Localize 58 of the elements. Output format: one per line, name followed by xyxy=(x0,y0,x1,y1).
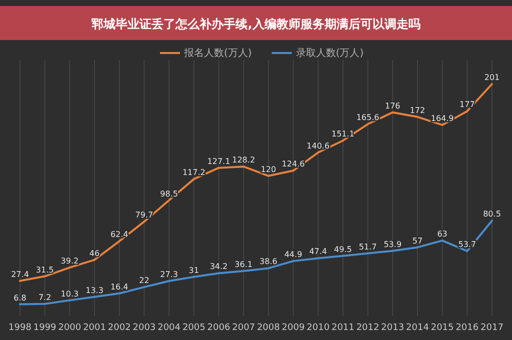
data-label: 127.1 xyxy=(207,156,230,166)
x-tick-label: 2003 xyxy=(132,323,156,333)
data-label: 47.4 xyxy=(309,247,328,256)
x-tick-label: 2010 xyxy=(306,323,330,333)
data-label: 10.3 xyxy=(60,289,79,298)
data-label: 36.1 xyxy=(234,260,252,270)
data-label: 39.2 xyxy=(60,256,79,266)
data-label: 172 xyxy=(410,106,426,115)
data-label: 164.9 xyxy=(430,114,454,123)
x-tick-label: 2004 xyxy=(158,323,181,333)
data-label: 63 xyxy=(437,230,448,239)
legend-label: 报名人数(万人) xyxy=(183,47,252,59)
data-label: 31 xyxy=(188,266,199,275)
data-label: 165.6 xyxy=(356,113,380,122)
x-tick-label: 2017 xyxy=(480,323,504,333)
data-label: 6.8 xyxy=(14,293,26,302)
x-tick-label: 2007 xyxy=(232,323,256,333)
data-label: 16.4 xyxy=(110,282,128,292)
x-tick-label: 2008 xyxy=(256,323,280,333)
data-label: 27.4 xyxy=(11,270,29,279)
x-tick-label: 2002 xyxy=(108,323,131,333)
legend-label: 录取人数(万人) xyxy=(296,48,364,59)
data-label: 31.5 xyxy=(36,265,54,274)
data-label: 34.2 xyxy=(210,262,228,272)
x-tick-label: 1998 xyxy=(8,323,32,333)
data-label: 80.5 xyxy=(483,210,501,219)
data-label: 22 xyxy=(139,276,150,286)
x-tick-label: 2009 xyxy=(282,323,305,333)
data-label: 38.6 xyxy=(260,257,278,266)
data-label: 46 xyxy=(89,248,100,258)
x-tick-label: 2012 xyxy=(356,323,380,333)
x-tick-label: 2015 xyxy=(430,323,454,333)
x-tick-label: 1999 xyxy=(33,323,57,333)
x-tick-label: 2016 xyxy=(456,323,479,333)
data-label: 53.9 xyxy=(384,240,402,249)
data-label: 62.4 xyxy=(110,230,128,240)
data-label: 7.2 xyxy=(38,292,52,302)
data-label: 79.7 xyxy=(135,210,154,220)
data-label: 120 xyxy=(260,164,276,174)
data-label: 13.3 xyxy=(86,286,104,295)
chart-title: 郓城毕业证丢了怎么补办手续,入编教师服务期满后可以调走吗 xyxy=(92,17,420,31)
x-tick-label: 2013 xyxy=(381,323,404,333)
data-label: 51.7 xyxy=(358,242,377,252)
x-tick-label: 2014 xyxy=(406,323,430,333)
x-tick-label: 2006 xyxy=(207,323,230,333)
x-tick-label: 2000 xyxy=(58,323,82,333)
data-label: 128.2 xyxy=(232,156,256,165)
x-tick-label: 2005 xyxy=(182,323,206,333)
data-label: 44.9 xyxy=(284,250,302,260)
data-label: 140.6 xyxy=(306,142,330,151)
data-label: 117.2 xyxy=(182,168,206,178)
data-label: 57 xyxy=(412,236,423,246)
data-label: 176 xyxy=(384,101,400,110)
data-label: 27.3 xyxy=(160,270,178,280)
x-tick-label: 2011 xyxy=(331,323,354,333)
data-label: 201 xyxy=(484,73,500,82)
data-label: 49.5 xyxy=(334,244,352,254)
x-tick-label: 2001 xyxy=(83,323,106,333)
